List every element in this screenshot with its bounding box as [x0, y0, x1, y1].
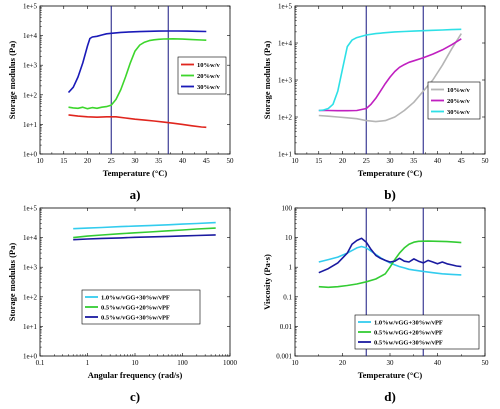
- x-axis-label: Temperature (°C): [103, 168, 168, 178]
- x-tick-label: 30: [132, 157, 140, 165]
- y-tick-label: 1e+5: [23, 205, 38, 213]
- legend: 10%w/v 20%w/v 30%w/v: [427, 81, 481, 120]
- y-axis-label: Viscosity (Pa·s): [262, 254, 272, 310]
- x-tick-label: 45: [203, 157, 211, 165]
- panel-3: 0.1 1 10 100 1000 1e+0 1e+1 1e+2 1e+3 1e+4 1e+5 Ang…: [7, 205, 238, 405]
- y-tick-label: 1e+3: [278, 77, 293, 85]
- x-tick-label: 40: [179, 157, 187, 165]
- x-tick-label: 15: [60, 157, 68, 165]
- legend-label: 30%w/v: [447, 109, 471, 116]
- legend-label: 10%w/v: [447, 87, 471, 94]
- x-tick-label: 45: [458, 157, 466, 165]
- legend-label: 0.5%w/vGG+20%w/vPF: [374, 329, 443, 336]
- legend-label: 0.5%w/vGG+30%w/vPF: [101, 314, 170, 321]
- y-tick-label: 1e+5: [23, 3, 38, 11]
- x-tick-label: 50: [482, 157, 490, 165]
- x-tick-label: 40: [434, 359, 442, 367]
- plot-frame: [294, 5, 486, 155]
- x-tick-label: 20: [339, 157, 347, 165]
- y-tick-label: 0.001: [276, 353, 292, 361]
- series-line-3: [318, 28, 462, 112]
- y-tick-label: 1e+4: [23, 234, 38, 242]
- series-line-1: [68, 114, 207, 129]
- y-tick-label: 1e+1: [278, 151, 293, 159]
- legend-label: 1.0%w/vGG+30%w/vPF: [101, 294, 170, 301]
- x-tick-label: 10: [292, 157, 300, 165]
- y-axis-label: Storage modulus (Pa): [7, 41, 17, 120]
- legend: 1.0%w/vGG+30%w/vPF 0.5%w/vGG+20%w/vPF 0.5%…: [81, 289, 201, 325]
- legend: 10%w/v 20%w/v 30%w/v: [177, 56, 227, 95]
- y-tick-label: 1e+1: [23, 121, 38, 129]
- x-tick-label: 25: [108, 157, 116, 165]
- y-tick-label: 1e+2: [278, 114, 293, 122]
- x-tick-label: 30: [387, 359, 395, 367]
- series-line-1: [73, 221, 216, 230]
- x-axis-label: Temperature (°C): [358, 370, 423, 380]
- y-tick-label: 1e+0: [23, 151, 38, 159]
- x-tick-label: 40: [434, 157, 442, 165]
- x-tick-label: 1: [86, 359, 90, 367]
- x-tick-label: 10: [132, 359, 140, 367]
- legend-label: 20%w/v: [197, 73, 221, 80]
- series-line-2: [73, 227, 216, 239]
- panel-label: b): [384, 187, 396, 202]
- x-tick-label: 25: [363, 157, 371, 165]
- y-tick-label: 1e+5: [278, 3, 293, 11]
- series-line-2: [318, 240, 462, 289]
- series-line-3: [67, 30, 207, 94]
- panel-label: a): [130, 187, 141, 202]
- panel-1: 10 15 20 25 30 35 40 45 50 1e+0 1e+1 1e+2 1e+3 1e+4 1e…: [7, 3, 234, 203]
- y-tick-label: 1e+3: [23, 264, 38, 272]
- legend: 1.0%w/vGG+30%w/vPF 0.5%w/vGG+20%w/vPF 0.5%…: [354, 314, 480, 350]
- y-tick-label: 0.1: [283, 293, 292, 301]
- x-tick-label: 1000: [223, 359, 238, 367]
- x-tick-label: 50: [227, 157, 235, 165]
- series-line-2: [68, 37, 207, 110]
- x-tick-label: 0.1: [36, 359, 45, 367]
- y-tick-label: 1e+4: [278, 40, 293, 48]
- x-tick-label: 20: [339, 359, 347, 367]
- y-axis-label: Storage modulus (Pa): [262, 41, 272, 120]
- y-tick-label: 1e+1: [23, 323, 38, 331]
- x-tick-label: 20: [84, 157, 92, 165]
- x-tick-label: 10: [292, 359, 300, 367]
- legend-label: 20%w/v: [447, 98, 471, 105]
- series-line-3: [318, 237, 462, 274]
- series-line-3: [73, 234, 216, 241]
- x-tick-label: 35: [410, 157, 418, 165]
- legend-label: 0.5%w/vGG+30%w/vPF: [374, 339, 443, 346]
- x-tick-label: 15: [315, 157, 323, 165]
- y-tick-label: 100: [282, 205, 293, 213]
- y-tick-label: 1: [289, 264, 293, 272]
- y-axis-label: Storage modulus (Pa): [7, 243, 17, 322]
- x-tick-label: 30: [387, 157, 395, 165]
- x-tick-label: 35: [155, 157, 163, 165]
- legend-label: 10%w/v: [197, 62, 221, 69]
- legend-label: 1.0%w/vGG+30%w/vPF: [374, 319, 443, 326]
- plot-frame: [39, 207, 231, 357]
- x-tick-label: 10: [37, 157, 45, 165]
- series-line-2: [318, 38, 462, 112]
- x-tick-label: 50: [482, 359, 490, 367]
- y-tick-label: 1e+0: [23, 353, 38, 361]
- panel-label: c): [130, 389, 140, 404]
- x-tick-label: 100: [177, 359, 188, 367]
- panel-2: 10 15 20 25 30 35 40 45 50 1e+1 1e+2 1e+3 1e+4 1e+5 Te…: [262, 3, 489, 203]
- panel-4: 10 20 30 40 50 0.001 0.01 0.1 1 10 100 Temperature …: [262, 205, 489, 405]
- series-line-1: [318, 33, 462, 123]
- x-axis-label: Angular frequency (rad/s): [88, 370, 183, 380]
- y-tick-label: 1e+4: [23, 32, 38, 40]
- y-tick-label: 1e+2: [23, 91, 38, 99]
- y-tick-label: 1e+2: [23, 293, 38, 301]
- y-tick-label: 1e+3: [23, 62, 38, 70]
- legend-box: [81, 289, 201, 325]
- panel-label: d): [384, 389, 396, 404]
- x-axis-label: Temperature (°C): [358, 168, 423, 178]
- legend-label: 0.5%w/vGG+20%w/vPF: [101, 304, 170, 311]
- legend-box: [354, 314, 480, 350]
- legend-label: 30%w/v: [197, 84, 221, 91]
- y-tick-label: 0.01: [280, 323, 293, 331]
- y-tick-label: 10: [285, 234, 293, 242]
